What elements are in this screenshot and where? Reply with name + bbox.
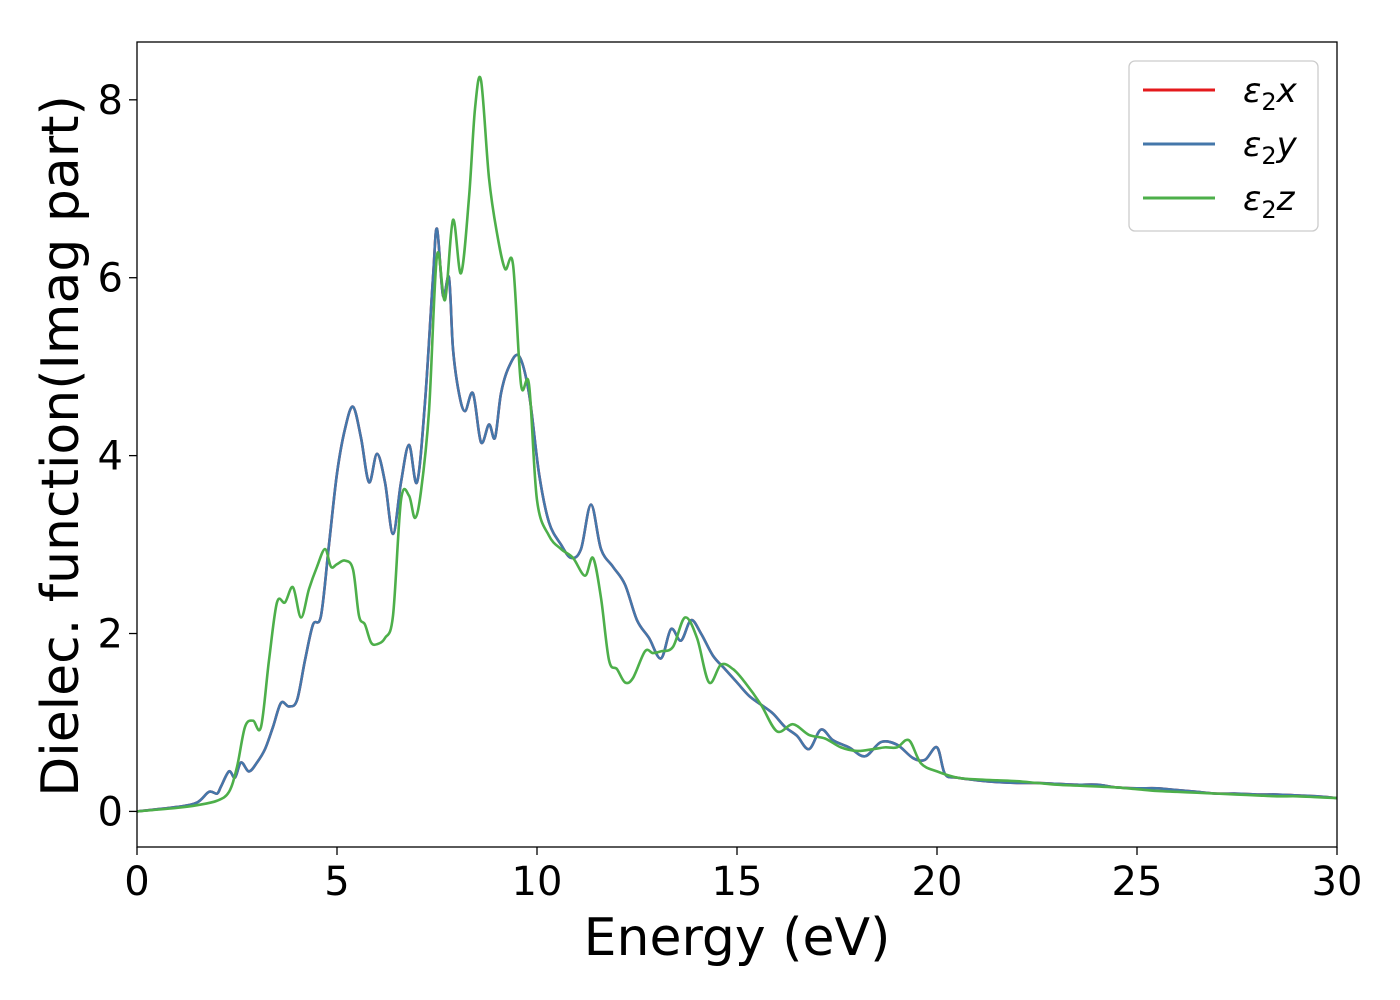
legend-label-y: ε2y <box>1243 125 1298 170</box>
x-tick-label: 10 <box>512 859 563 905</box>
y-tick-label: 2 <box>98 612 123 658</box>
y-axis-title: Dielec. function(Imag part) <box>31 95 91 797</box>
x-tick-label: 5 <box>324 859 349 905</box>
legend: ε2x ε2y ε2z <box>1128 60 1319 232</box>
legend-label-z: ε2z <box>1243 179 1296 224</box>
series-layer <box>137 75 1337 813</box>
tick-layer: 0 5 10 15 20 25 30 0 2 4 6 8 <box>98 78 1363 905</box>
plot-frame <box>136 41 1338 848</box>
x-tick-label: 30 <box>1312 859 1363 905</box>
series-line-y <box>137 227 1337 813</box>
legend-label-x: ε2x <box>1243 71 1298 116</box>
x-tick-label: 0 <box>124 859 149 905</box>
legend-box <box>1128 60 1319 232</box>
x-tick-label: 25 <box>1112 859 1163 905</box>
x-tick-label: 15 <box>712 859 763 905</box>
x-axis-title: Energy (eV) <box>584 908 891 968</box>
y-tick-label: 4 <box>98 434 123 480</box>
y-tick-label: 6 <box>98 256 123 302</box>
y-tick-label: 8 <box>98 78 123 124</box>
series-line-z <box>137 75 1337 813</box>
x-tick-label: 20 <box>912 859 963 905</box>
legend-entries: ε2x ε2y ε2z <box>1143 71 1298 224</box>
y-tick-label: 0 <box>98 789 123 835</box>
